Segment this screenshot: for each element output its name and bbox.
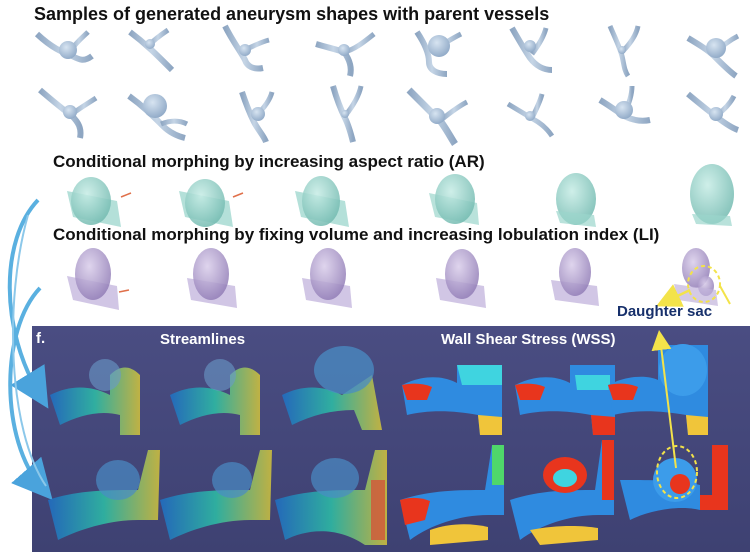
ar-morph-shape <box>690 164 734 226</box>
streamline-render <box>50 359 140 435</box>
aneurysm-shape <box>38 87 98 139</box>
aneurysm-shape <box>330 85 364 143</box>
annotation-arrow <box>655 284 691 307</box>
wss-title: Wall Shear Stress (WSS) <box>441 331 616 348</box>
li-morph-shape <box>674 248 721 306</box>
sample-shapes-row-1 <box>34 24 740 79</box>
aneurysm-shape <box>128 27 175 73</box>
panel-label: f. <box>36 330 46 347</box>
annotation-arrow <box>719 285 731 305</box>
aspect-ratio-morph-row <box>67 164 734 227</box>
sample-shapes-row-2 <box>38 85 740 146</box>
streamline-render <box>275 450 387 545</box>
li-morph-shape <box>67 248 130 310</box>
aneurysm-shape <box>686 33 740 79</box>
aneurysm-shape <box>686 91 740 133</box>
li-morph-shape <box>302 248 352 308</box>
wss-bottom-row <box>400 440 728 545</box>
aneurysm-shape <box>598 85 651 124</box>
li-morph-shape <box>187 248 237 308</box>
aneurysm-shape <box>506 93 555 138</box>
wss-render <box>510 440 614 545</box>
aneurysm-shape <box>509 26 553 73</box>
aneurysm-shape <box>315 32 376 77</box>
ar-morph-shape <box>179 179 244 227</box>
streamlines-title: Streamlines <box>160 331 246 348</box>
streamlines-bottom-row <box>48 450 387 545</box>
aneurysm-shape <box>127 93 189 141</box>
curved-arrow <box>8 286 53 501</box>
aneurysm-shape <box>222 24 270 72</box>
ar-morph-shape <box>295 176 349 227</box>
streamline-render <box>170 359 260 435</box>
ar-morph-shape <box>67 177 132 227</box>
aneurysm-shape <box>414 30 463 77</box>
wss-render <box>620 445 728 520</box>
ar-morph-shape <box>429 174 479 225</box>
curved-arrow <box>7 198 49 409</box>
wss-render <box>608 344 708 435</box>
aneurysm-shape <box>406 87 469 146</box>
samples-heading: Samples of generated aneurysm shapes wit… <box>34 4 550 24</box>
daughter-sac-connector <box>651 330 677 469</box>
li-morph-shape <box>551 248 599 306</box>
streamlines-top-row <box>50 346 382 435</box>
streamline-render <box>160 450 272 540</box>
streamline-render <box>48 450 160 540</box>
aneurysm-shape <box>607 25 641 78</box>
wss-render <box>515 365 615 435</box>
li-morph-shape <box>436 249 486 308</box>
streamline-render <box>282 346 382 430</box>
wss-render <box>402 365 502 435</box>
lobulation-morph-row <box>67 248 721 310</box>
lobulation-heading: Conditional morphing by fixing volume an… <box>53 225 660 244</box>
ar-morph-shape <box>556 173 596 227</box>
curved-arrow <box>12 214 47 487</box>
aneurysm-shape <box>239 91 275 144</box>
aneurysm-shape <box>34 30 94 63</box>
wss-render <box>400 445 504 545</box>
aspect-ratio-heading: Conditional morphing by increasing aspec… <box>53 152 485 171</box>
daughter-sac-label: Daughter sac <box>617 303 713 320</box>
wss-top-row <box>402 344 708 435</box>
